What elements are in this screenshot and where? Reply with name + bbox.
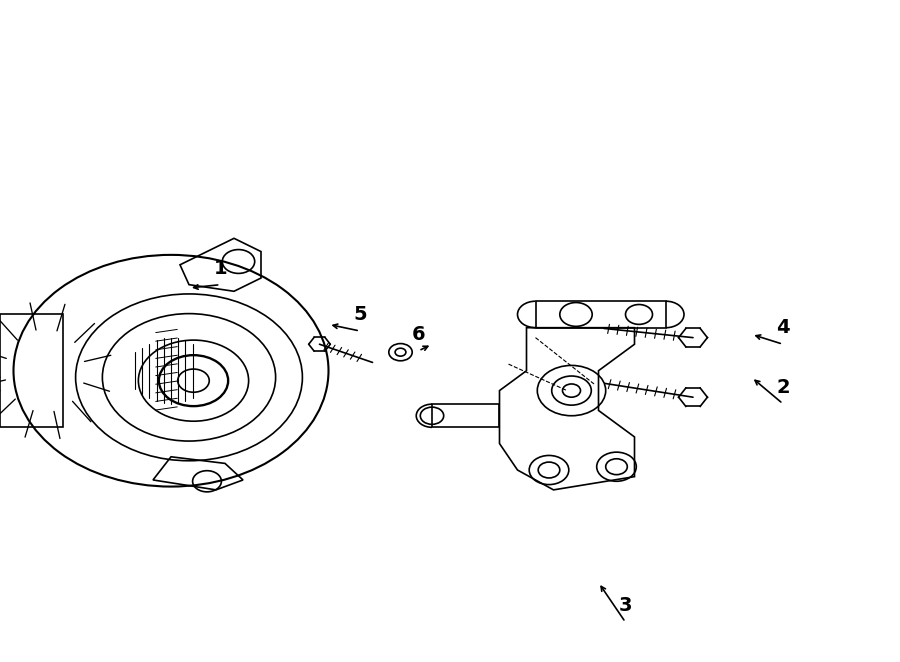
Text: 6: 6 xyxy=(411,325,426,344)
Text: 4: 4 xyxy=(776,318,790,337)
Text: 2: 2 xyxy=(776,378,790,397)
Text: 5: 5 xyxy=(353,305,367,324)
Text: 3: 3 xyxy=(619,596,632,615)
Text: 1: 1 xyxy=(213,259,228,277)
